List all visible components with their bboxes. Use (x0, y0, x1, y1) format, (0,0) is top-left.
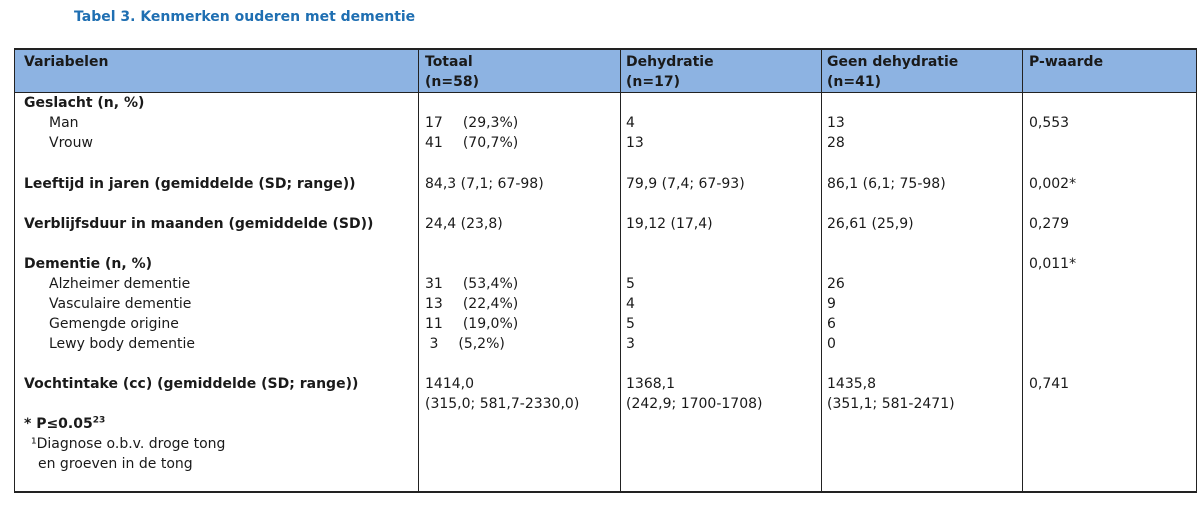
row-label-geslacht: Geslacht (n, %) (24, 95, 145, 111)
header-p-waarde: P-waarde (1029, 54, 1104, 70)
row-label-alzheimer: Alzheimer dementie (49, 276, 191, 292)
cell-p-vochtintake: 0,741 (1029, 376, 1070, 392)
footnote-significance-sup: 23 (92, 415, 106, 426)
cell-geen-alzheimer: 26 (827, 276, 845, 292)
value-pct: (29,3%) (462, 115, 519, 131)
cell-totaal-leeftijd: 84,3 (7,1; 67-98) (425, 176, 544, 192)
characteristics-table: Variabelen Totaal (n=58) Dehydratie (n=1… (14, 48, 1197, 493)
cell-dehydratie-lewy: 3 (626, 336, 635, 352)
value-pct: (70,7%) (462, 135, 519, 151)
column-divider (1022, 50, 1023, 491)
cell-geen-vochtintake-sd: (351,1; 581-2471) (827, 396, 955, 412)
column-divider (418, 50, 419, 491)
column-divider (821, 50, 822, 491)
row-label-dementie: Dementie (n, %) (24, 256, 153, 272)
value-n: 3 (425, 336, 439, 352)
value-pct: (53,4%) (462, 276, 519, 292)
footnote-significance-text: * P≤0.05 (24, 416, 93, 432)
cell-geen-vasculair: 9 (827, 296, 836, 312)
footnote-diagnose-line1: ¹Diagnose o.b.v. droge tong (31, 436, 226, 452)
table-header-row (15, 50, 1196, 93)
cell-geen-verblijfsduur: 26,61 (25,9) (827, 216, 914, 232)
cell-dehydratie-vrouw: 13 (626, 135, 644, 151)
row-label-vasculair: Vasculaire dementie (49, 296, 192, 312)
row-label-vochtintake: Vochtintake (cc) (gemiddelde (SD; range)… (24, 376, 359, 392)
row-label-man: Man (49, 115, 79, 131)
cell-dehydratie-man: 4 (626, 115, 635, 131)
header-geen-dehydratie-n: (n=41) (827, 74, 881, 90)
value-n: 41 (425, 135, 443, 151)
table-caption: Tabel 3. Kenmerken ouderen met dementie (74, 9, 416, 25)
footnote-significance: * P≤0.0523 (24, 414, 105, 434)
header-dehydratie-n: (n=17) (626, 74, 680, 90)
cell-totaal-vasculair: 13 (22,4%) (425, 294, 518, 314)
value-n: 31 (425, 276, 443, 292)
cell-geen-man: 13 (827, 115, 845, 131)
row-label-verblijfsduur: Verblijfsduur in maanden (gemiddelde (SD… (24, 216, 374, 232)
value-n: 17 (425, 115, 443, 131)
row-label-lewy: Lewy body dementie (49, 336, 196, 352)
cell-totaal-verblijfsduur: 24,4 (23,8) (425, 216, 503, 232)
cell-geen-gemengd: 6 (827, 316, 836, 332)
column-divider (620, 50, 621, 491)
cell-p-verblijfsduur: 0,279 (1029, 216, 1070, 232)
value-pct: (22,4%) (462, 296, 519, 312)
cell-p-dementie: 0,011* (1029, 256, 1077, 272)
cell-dehydratie-alzheimer: 5 (626, 276, 635, 292)
cell-dehydratie-vochtintake-sd: (242,9; 1700-1708) (626, 396, 763, 412)
cell-totaal-vrouw: 41 (70,7%) (425, 133, 518, 153)
cell-p-leeftijd: 0,002* (1029, 176, 1077, 192)
cell-dehydratie-vochtintake-mean: 1368,1 (626, 376, 675, 392)
header-totaal: Totaal (425, 54, 473, 70)
cell-geen-vochtintake-mean: 1435,8 (827, 376, 876, 392)
header-variabelen: Variabelen (24, 54, 109, 70)
value-pct: (19,0%) (462, 316, 519, 332)
footnote-diagnose-line2: en groeven in de tong (38, 456, 193, 472)
value-pct: (5,2%) (458, 336, 505, 352)
cell-dehydratie-gemengd: 5 (626, 316, 635, 332)
cell-geen-vrouw: 28 (827, 135, 845, 151)
cell-dehydratie-verblijfsduur: 19,12 (17,4) (626, 216, 713, 232)
cell-totaal-man: 17 (29,3%) (425, 113, 518, 133)
cell-totaal-alzheimer: 31 (53,4%) (425, 274, 518, 294)
cell-geen-leeftijd: 86,1 (6,1; 75-98) (827, 176, 946, 192)
cell-totaal-gemengd: 11 (19,0%) (425, 314, 518, 334)
header-totaal-n: (n=58) (425, 74, 479, 90)
cell-p-geslacht: 0,553 (1029, 115, 1070, 131)
row-label-gemengd: Gemengde origine (49, 316, 179, 332)
cell-totaal-lewy: 3 (5,2%) (425, 334, 505, 354)
cell-totaal-vochtintake-mean: 1414,0 (425, 376, 474, 392)
cell-dehydratie-vasculair: 4 (626, 296, 635, 312)
value-n: 13 (425, 296, 443, 312)
value-n: 11 (425, 316, 443, 332)
header-geen-dehydratie: Geen dehydratie (827, 54, 959, 70)
cell-dehydratie-leeftijd: 79,9 (7,4; 67-93) (626, 176, 745, 192)
row-label-vrouw: Vrouw (49, 135, 93, 151)
cell-geen-lewy: 0 (827, 336, 836, 352)
row-label-leeftijd: Leeftijd in jaren (gemiddelde (SD; range… (24, 176, 356, 192)
cell-totaal-vochtintake-sd: (315,0; 581,7-2330,0) (425, 396, 580, 412)
header-dehydratie: Dehydratie (626, 54, 714, 70)
